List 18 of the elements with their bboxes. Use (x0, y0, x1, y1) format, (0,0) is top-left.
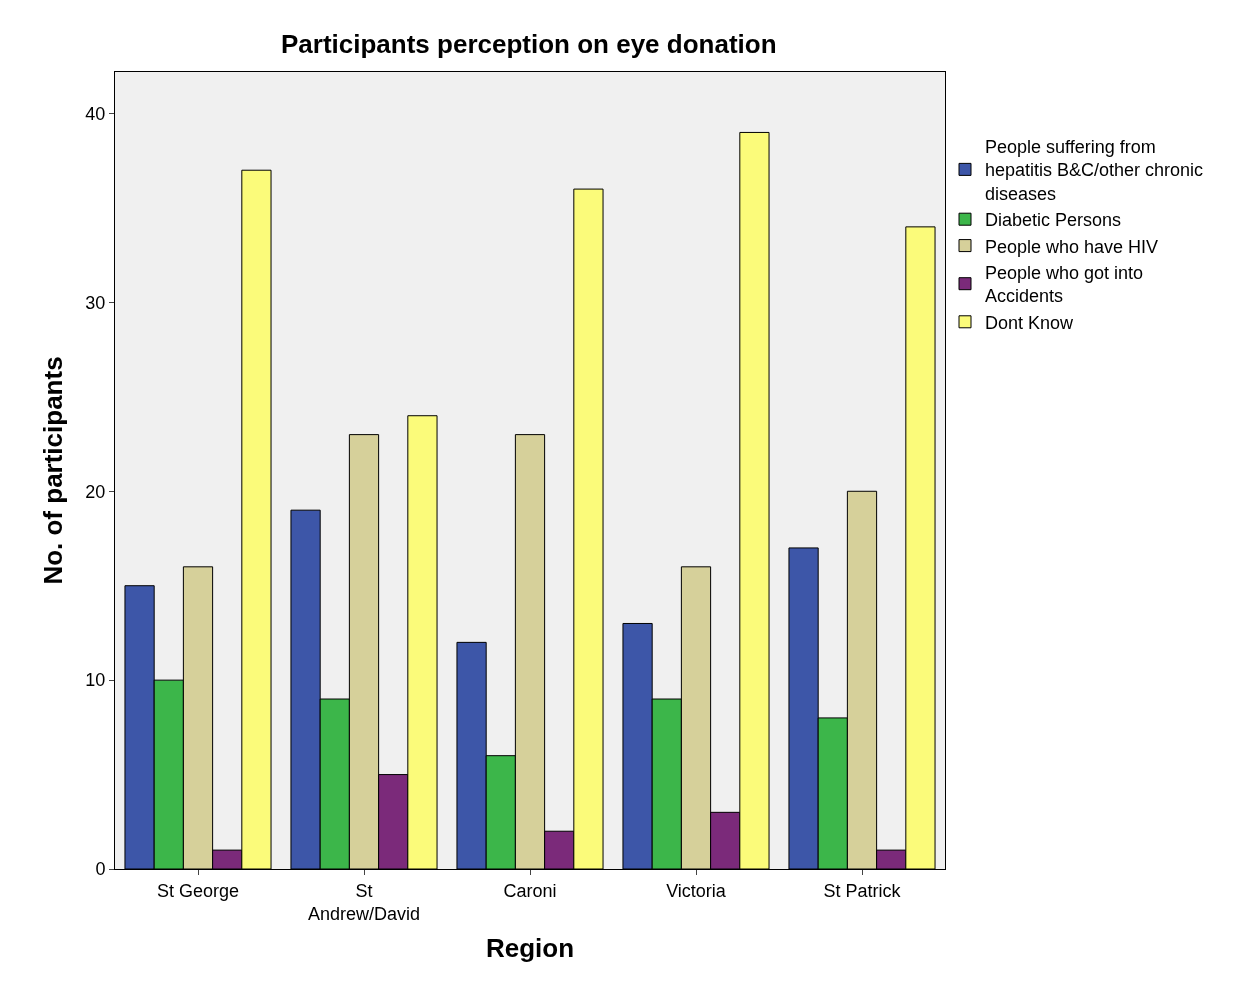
legend-label: People who have HIV (985, 236, 1159, 257)
x-axis-title: Region (485, 932, 575, 963)
chart-title: Participants perception on eye donation (281, 29, 777, 60)
y-tick-label: 40 (85, 103, 106, 124)
legend-label: People who got into Accidents (985, 263, 1144, 307)
x-tick-label: St Andrew/David (307, 880, 421, 924)
x-tick-label: Caroni (503, 880, 557, 901)
x-tick-label: St Patrick (823, 880, 902, 901)
legend-label: Diabetic Persons (985, 210, 1122, 231)
y-tick-label: 20 (85, 481, 106, 502)
legend-label: People suffering from hepatitis B&C/other chronic diseases (985, 137, 1204, 204)
x-tick-label: St George (156, 880, 240, 901)
y-tick-label: 0 (95, 859, 106, 880)
legend-label: Dont Know (985, 312, 1075, 333)
y-tick-label: 30 (85, 292, 106, 313)
y-tick-label: 10 (85, 670, 106, 691)
y-axis-title: No. of participants (37, 356, 68, 585)
x-tick-label: Victoria (666, 880, 727, 901)
